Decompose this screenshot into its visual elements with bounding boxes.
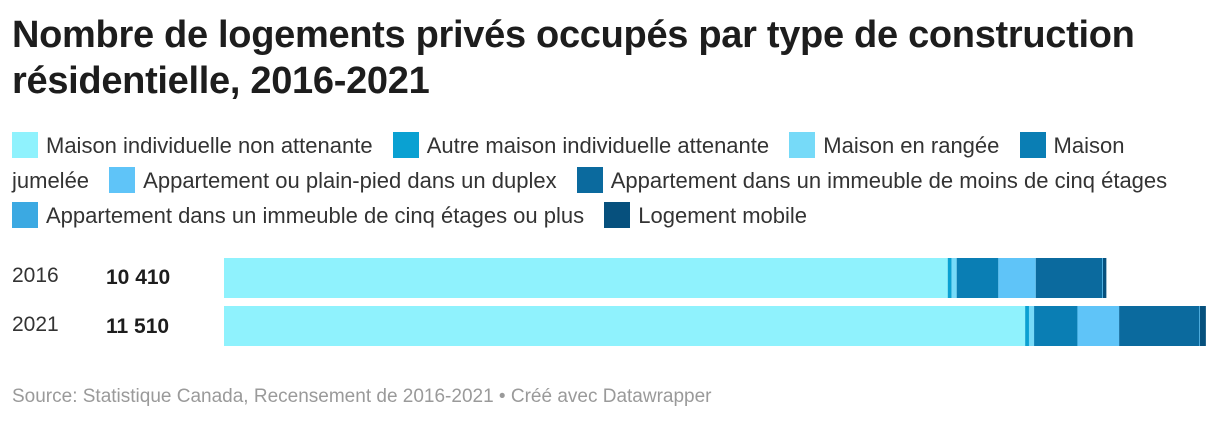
legend-item: Appartement dans un immeuble de cinq éta… [12, 202, 585, 228]
bar-segment-2021-4 [1077, 306, 1120, 346]
source-note: Source: Statistique Canada, Recensement … [12, 386, 712, 407]
bar-segment-2021-0 [224, 306, 1026, 346]
legend-label: Logement mobile [638, 203, 808, 228]
bar-segment-2021-7 [1199, 306, 1206, 346]
legend-item: Logement mobile [604, 202, 808, 228]
bar-segment-2021-2 [1028, 306, 1035, 346]
row-total-2016: 10 410 [106, 266, 171, 289]
bar-segment-2016-7 [1102, 258, 1107, 298]
legend-item: Appartement ou plain-pied dans un duplex [109, 167, 557, 193]
legend-label: Appartement ou plain-pied dans un duplex [143, 168, 557, 193]
legend: Maison individuelle non attenante Autre … [12, 128, 1212, 233]
bar-segment-2016-6 [1102, 258, 1103, 298]
legend-item: Maison jumelée [12, 132, 1125, 193]
bar-segment-2021-6 [1199, 306, 1200, 346]
legend-label: Autre maison individuelle attenante [426, 133, 770, 158]
legend-label: Appartement dans un immeuble de moins de… [610, 168, 1168, 193]
legend-swatch [109, 167, 136, 193]
legend-label: Maison individuelle non attenante [46, 133, 373, 158]
legend-swatch [604, 202, 631, 228]
legend-swatch [789, 132, 816, 158]
legend-swatch [12, 132, 38, 158]
legend-label: Appartement dans un immeuble de cinq éta… [46, 203, 585, 228]
bar-segment-2021-5 [1119, 306, 1200, 346]
legend-swatch [392, 132, 419, 158]
row-label-2021: 2021 [12, 313, 59, 336]
bar-segment-2016-3 [956, 258, 999, 298]
legend-label: Maison jumelée [12, 133, 1125, 193]
bar-segment-2016-5 [1035, 258, 1103, 298]
legend-label: Maison en rangée [823, 133, 1000, 158]
legend-swatch [1019, 132, 1046, 158]
bar-segment-2021-1 [1025, 306, 1029, 346]
row-total-2021: 11 510 [106, 315, 170, 338]
bar-segment-2021-3 [1034, 306, 1078, 346]
bar-segment-2016-4 [998, 258, 1036, 298]
bar-segment-2016-0 [224, 258, 948, 298]
legend-swatch [576, 167, 603, 193]
legend-item: Autre maison individuelle attenante [392, 132, 770, 158]
legend-item: Maison en rangée [789, 132, 1000, 158]
bar-segment-2016-2 [951, 258, 957, 298]
bar-segment-2016-1 [947, 258, 952, 298]
legend-item: Appartement dans un immeuble de moins de… [576, 167, 1168, 193]
legend-item: Maison individuelle non attenante [12, 132, 373, 158]
chart-title: Nombre de logements privés occupés par t… [12, 14, 1135, 102]
legend-swatch [12, 202, 38, 228]
row-label-2016: 2016 [12, 264, 59, 287]
